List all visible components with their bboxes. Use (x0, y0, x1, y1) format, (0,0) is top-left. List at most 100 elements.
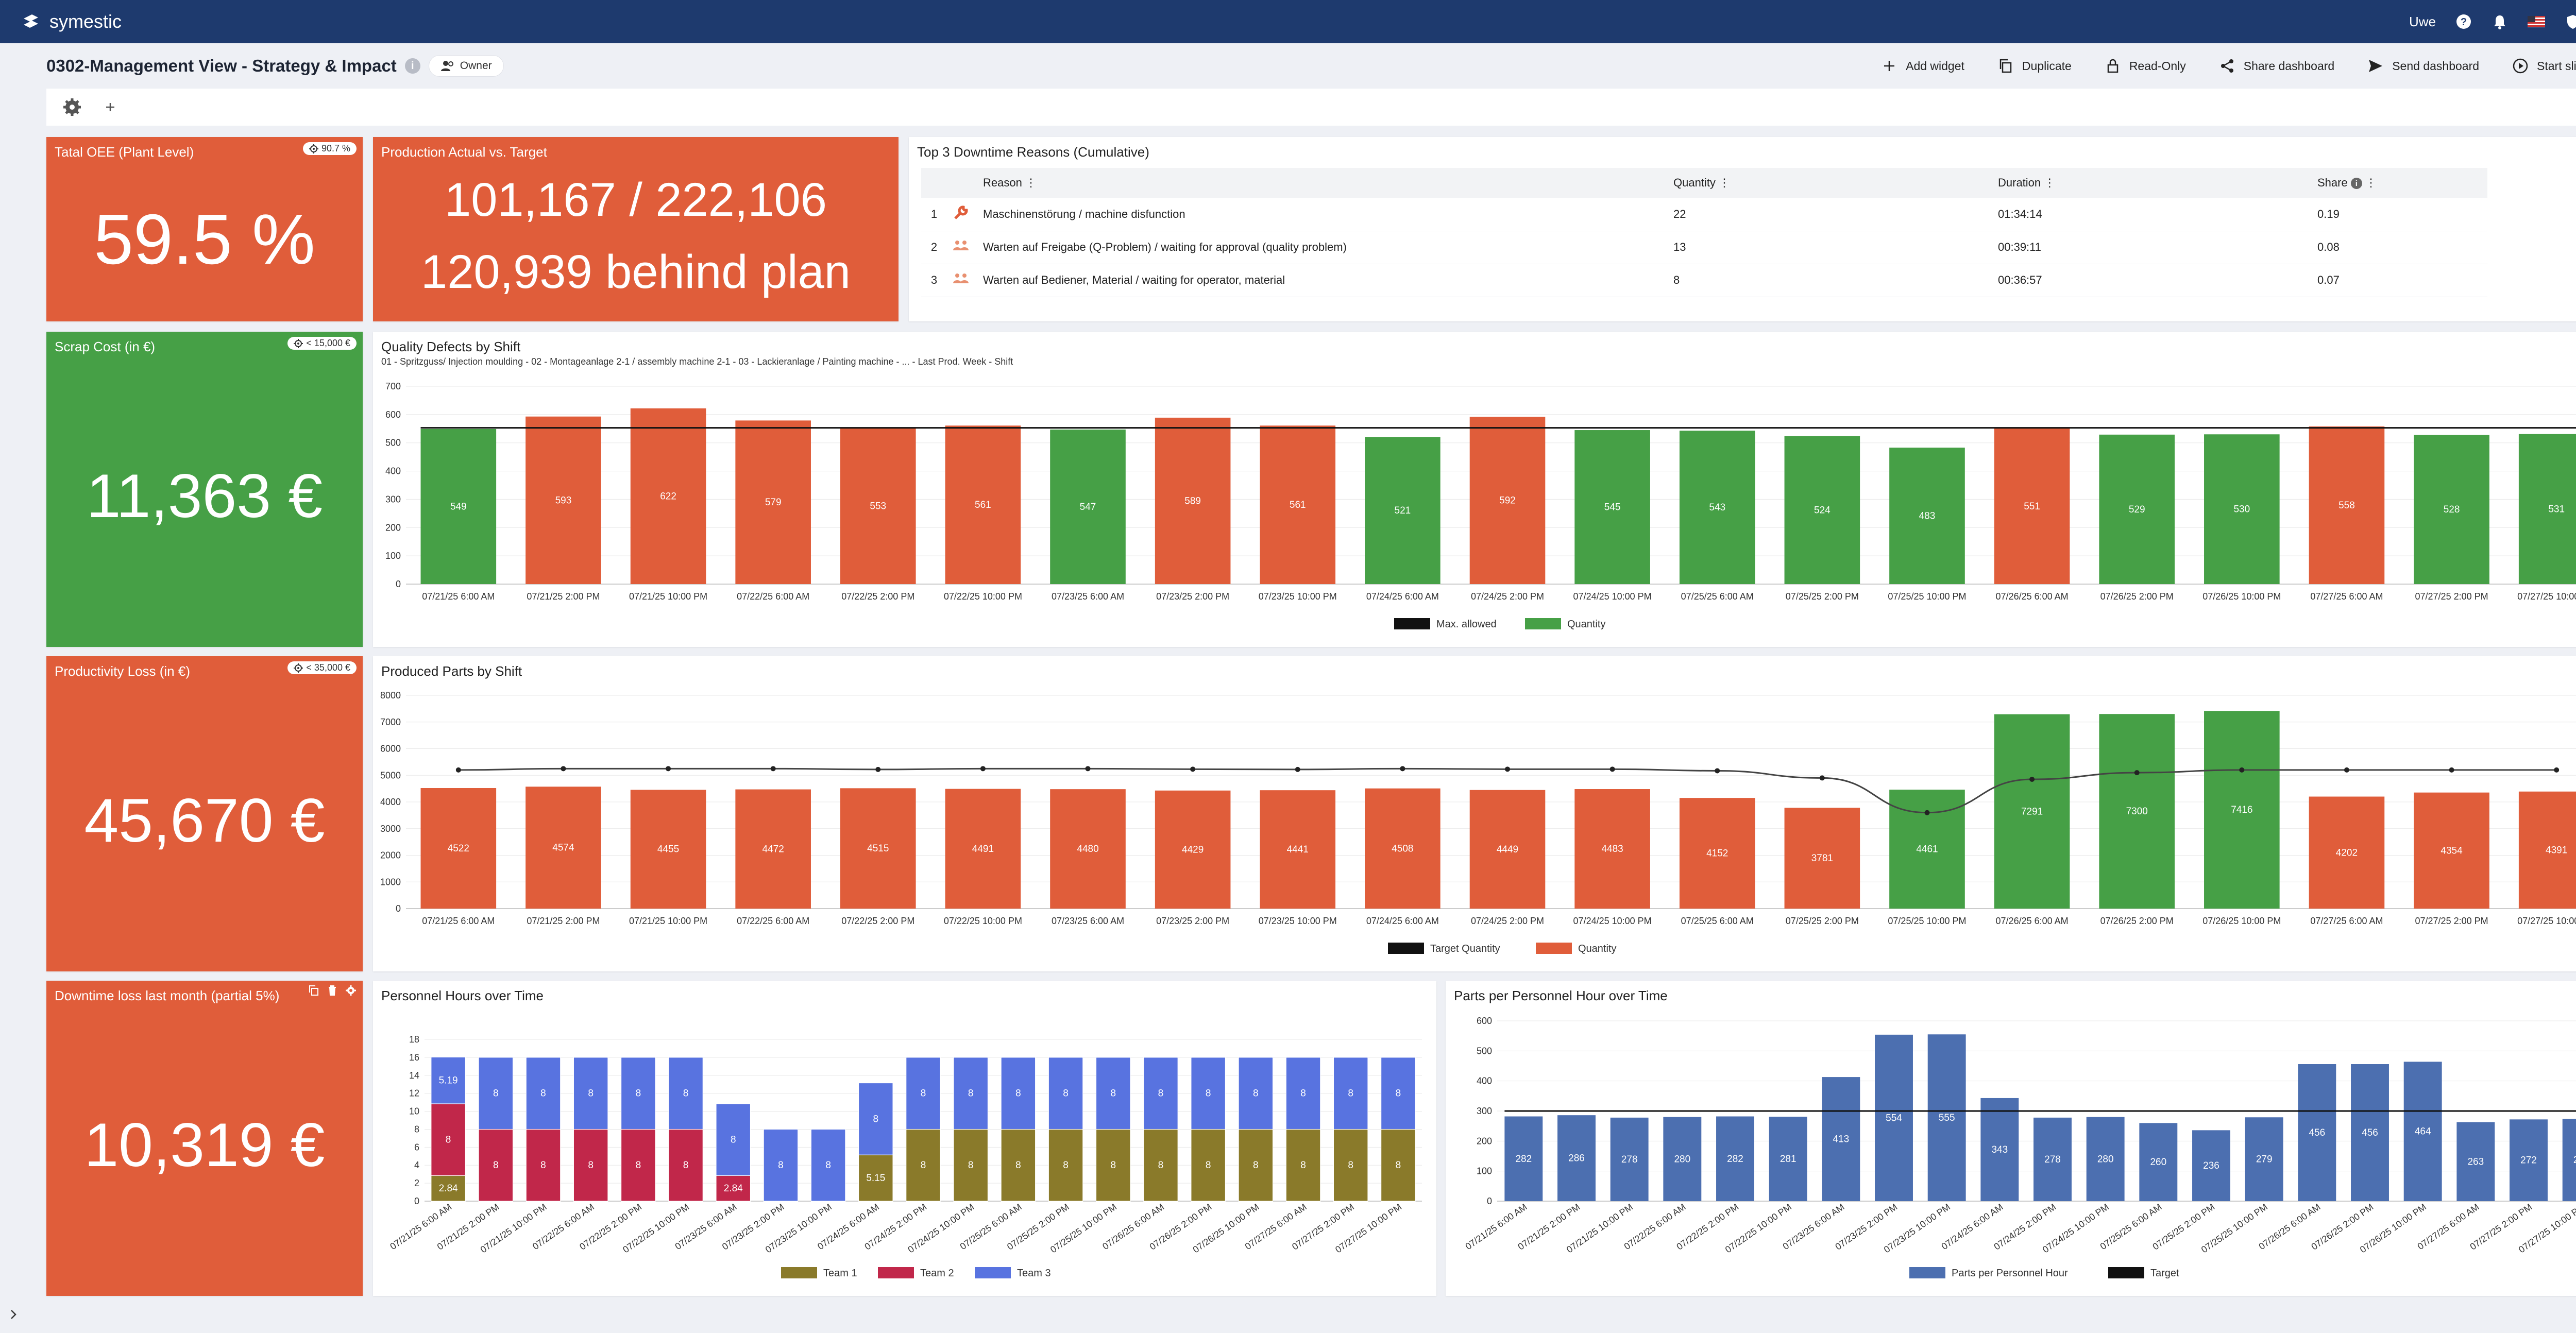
top-downtime-reasons-card: Top 3 Downtime Reasons (Cumulative) Reas… (909, 137, 2576, 321)
add-widget-button[interactable]: Add widget (1881, 58, 1964, 74)
data-label: 8 (636, 1160, 641, 1171)
send-dashboard-label: Send dashboard (2392, 59, 2480, 73)
bar-segment-team-3 (906, 1057, 941, 1130)
kpi-downtime-loss-card[interactable]: Downtime loss last month (partial 5%) 10… (46, 981, 363, 1296)
x-tick-label: 07/23/25 2:00 PM (1156, 916, 1229, 926)
icon-header (947, 168, 978, 198)
data-label: 8 (968, 1160, 974, 1171)
data-label: 2.84 (724, 1183, 743, 1194)
bar (2309, 426, 2385, 584)
kpi-oee-card[interactable]: Tatal OEE (Plant Level) 90.7 % 59.5 % (46, 137, 363, 321)
shield-icon[interactable] (2565, 13, 2576, 30)
add-widget-label: Add widget (1906, 59, 1964, 73)
x-tick-label: 07/24/25 10:00 PM (1573, 591, 1652, 602)
delete-widget-icon[interactable] (327, 985, 338, 996)
column-menu-icon[interactable]: ⋮ (2362, 176, 2377, 189)
column-menu-icon[interactable]: ⋮ (2041, 176, 2056, 189)
bar (1557, 1115, 1596, 1201)
data-label: 529 (2129, 504, 2145, 515)
target-point (2029, 777, 2035, 782)
x-tick-label: 07/22/25 6:00 AM (737, 916, 809, 926)
row-share: 0.19 (2312, 198, 2487, 231)
data-label: 8 (1300, 1088, 1306, 1099)
bar (420, 429, 497, 584)
quality-defects-chart: 0 100 200 300 400 500 600 700 549 593 622 579 553 561… (385, 381, 2576, 630)
duration-header[interactable]: Duration ⋮ (1993, 168, 2312, 198)
user-name[interactable]: Uwe (2409, 13, 2436, 29)
table-row[interactable]: 1 Maschinenstörung / machine disfunction… (921, 198, 2487, 231)
share-header[interactable]: Share i ⋮ (2312, 168, 2487, 198)
copy-widget-icon[interactable] (308, 985, 319, 996)
data-label: 4391 (2546, 845, 2567, 856)
bar (1260, 425, 1336, 584)
bar (2099, 434, 2175, 584)
help-icon[interactable]: ? (2455, 13, 2472, 30)
data-label: 8 (636, 1088, 641, 1099)
duplicate-button[interactable]: Duplicate (1997, 58, 2072, 74)
legend-label: Team 1 (823, 1268, 857, 1279)
quantity-header[interactable]: Quantity ⋮ (1668, 168, 1993, 198)
row-share: 0.08 (2312, 231, 2487, 264)
data-label: 8 (1206, 1160, 1211, 1171)
legend-swatch (1394, 618, 1430, 629)
kpi-scrap-cost-card[interactable]: Scrap Cost (in €) < 15,000 € 11,363 € (46, 332, 363, 647)
bar (2309, 796, 2385, 909)
y-tick-label: 0 (1487, 1196, 1492, 1206)
share-dashboard-button[interactable]: Share dashboard (2219, 58, 2334, 74)
data-label: 8 (588, 1160, 594, 1171)
settings-gear-icon[interactable] (62, 97, 82, 117)
bar (1784, 808, 1860, 909)
owner-label: Owner (460, 60, 492, 72)
data-label: 280 (1674, 1154, 1690, 1165)
data-label: 545 (1604, 502, 1621, 513)
share-info-icon[interactable]: i (2350, 178, 2362, 190)
bell-icon[interactable] (2492, 13, 2508, 30)
bar (2562, 1119, 2576, 1201)
row-reason: Maschinenstörung / machine disfunction (978, 198, 1668, 231)
x-tick-label: 07/24/25 10:00 PM (1573, 916, 1652, 926)
data-label: 4472 (762, 844, 784, 855)
bar (630, 408, 706, 584)
start-slideshow-button[interactable]: Start slideshow (2512, 58, 2576, 74)
x-tick-label: 07/23/25 6:00 AM (1052, 591, 1124, 602)
data-label: 4508 (1392, 843, 1413, 854)
data-label: 592 (1499, 495, 1516, 506)
x-tick-label: 07/27/25 10:00 PM (2517, 916, 2576, 926)
bar-segment-team-1 (1001, 1129, 1036, 1202)
bar (840, 788, 916, 909)
read-only-button[interactable]: Read-Only (2105, 58, 2186, 74)
table-row[interactable]: 2 Warten auf Freigabe (Q-Problem) / wait… (921, 231, 2487, 264)
data-label: 4480 (1077, 844, 1098, 855)
send-dashboard-button[interactable]: Send dashboard (2367, 58, 2479, 74)
target-point (1505, 766, 1510, 772)
data-label: 4354 (2441, 845, 2463, 856)
kpi-productivity-loss-card[interactable]: Productivity Loss (in €) < 35,000 € 45,6… (46, 656, 363, 971)
us-flag-icon[interactable] (2528, 16, 2545, 27)
column-menu-icon[interactable]: ⋮ (1715, 176, 1731, 189)
reason-header[interactable]: Reason ⋮ (978, 168, 1668, 198)
expand-sidebar-chevron-icon[interactable] (7, 1308, 20, 1321)
column-menu-icon[interactable]: ⋮ (1022, 176, 1037, 189)
produced-parts-chart: 0 1000 2000 3000 4000 5000 6000 7000 8000 4522 457… (380, 690, 2576, 954)
data-label: 524 (1814, 505, 1831, 516)
data-label: 4461 (1916, 844, 1938, 855)
y-tick-label: 600 (1477, 1016, 1492, 1026)
x-tick-label: 07/24/25 2:00 PM (1471, 591, 1544, 602)
add-icon[interactable] (100, 97, 121, 117)
kpi-production-card[interactable]: Production Actual vs. Target 101,167 / 2… (373, 137, 899, 321)
app-logo[interactable]: symestic (21, 11, 122, 32)
table-row[interactable]: 3 Warten auf Bediener, Material / waitin… (921, 264, 2487, 297)
x-tick-label: 07/21/25 6:00 AM (422, 591, 495, 602)
data-label: 8 (446, 1135, 451, 1146)
bar (735, 789, 811, 909)
data-label: 8 (1015, 1160, 1021, 1171)
info-icon[interactable]: i (404, 58, 420, 74)
start-slideshow-label: Start slideshow (2537, 59, 2576, 73)
bar (2510, 1119, 2548, 1201)
y-tick-label: 500 (1477, 1046, 1492, 1056)
data-label: 8 (1063, 1160, 1069, 1171)
data-label: 8 (731, 1135, 736, 1146)
widget-settings-gear-icon[interactable] (345, 985, 357, 996)
owner-badge[interactable]: Owner (428, 55, 504, 77)
play-circle-icon (2513, 58, 2528, 74)
